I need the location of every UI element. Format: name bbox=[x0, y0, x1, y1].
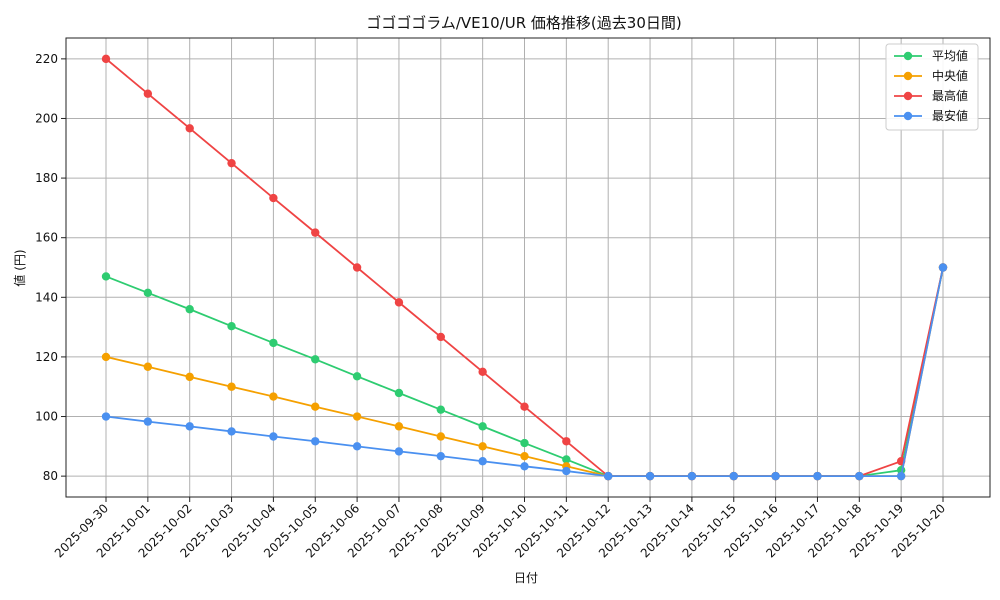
legend-box bbox=[885, 43, 979, 131]
y-tick-label: 80 bbox=[43, 469, 58, 483]
data-point bbox=[436, 432, 445, 441]
y-tick-label: 160 bbox=[35, 231, 58, 245]
y-tick-label: 120 bbox=[35, 350, 58, 364]
legend-label: 平均値 bbox=[932, 48, 968, 63]
plot-frame bbox=[65, 37, 991, 498]
data-point bbox=[729, 471, 738, 481]
data-point bbox=[101, 272, 111, 281]
data-point bbox=[311, 402, 320, 411]
y-tick-label: 220 bbox=[35, 52, 58, 66]
data-point bbox=[352, 372, 362, 381]
x-axis: 2025-09-302025-10-012025-10-022025-10-03… bbox=[52, 497, 948, 560]
y-tick-label: 180 bbox=[35, 171, 58, 185]
legend-marker bbox=[903, 51, 913, 61]
data-point bbox=[269, 432, 278, 441]
legend-marker bbox=[903, 91, 913, 101]
data-point bbox=[143, 362, 153, 371]
data-point bbox=[269, 338, 278, 348]
data-point bbox=[394, 447, 404, 456]
data-point bbox=[436, 451, 445, 461]
y-tick-label: 100 bbox=[35, 410, 58, 424]
data-point bbox=[101, 412, 111, 421]
data-point bbox=[645, 471, 655, 481]
legend-label: 最高値 bbox=[932, 88, 968, 103]
data-point bbox=[185, 372, 194, 382]
data-point bbox=[478, 422, 487, 431]
data-point bbox=[520, 438, 529, 448]
legend-marker bbox=[903, 111, 913, 121]
data-point bbox=[311, 437, 320, 446]
data-point bbox=[562, 466, 571, 476]
data-point bbox=[311, 228, 320, 237]
legend-marker bbox=[903, 71, 913, 81]
data-point bbox=[813, 471, 822, 481]
data-point bbox=[352, 442, 362, 451]
data-point bbox=[478, 367, 487, 377]
data-point bbox=[311, 355, 320, 364]
data-point bbox=[269, 193, 278, 203]
chart-title: ゴゴゴゴラム/VE10/UR 価格推移(過去30日間) bbox=[366, 14, 681, 32]
legend-label: 最安値 bbox=[932, 108, 968, 123]
y-tick-label: 200 bbox=[35, 111, 58, 125]
data-point bbox=[143, 89, 153, 98]
data-point bbox=[185, 305, 194, 314]
data-point bbox=[687, 471, 697, 481]
data-point bbox=[101, 352, 111, 362]
data-point bbox=[478, 457, 487, 466]
data-point bbox=[269, 392, 278, 401]
data-point bbox=[520, 402, 529, 411]
data-point bbox=[604, 471, 613, 481]
data-point bbox=[436, 405, 445, 414]
data-point bbox=[185, 422, 194, 431]
data-point bbox=[855, 471, 864, 481]
data-point bbox=[227, 427, 236, 436]
series-layer bbox=[101, 54, 948, 481]
data-point bbox=[896, 471, 906, 481]
data-point bbox=[394, 298, 404, 307]
data-point bbox=[478, 442, 487, 451]
data-point bbox=[436, 332, 445, 342]
data-point bbox=[143, 417, 153, 426]
data-point bbox=[562, 437, 571, 446]
data-point bbox=[227, 158, 236, 168]
data-point bbox=[938, 263, 948, 272]
data-point bbox=[352, 412, 362, 421]
series-3 bbox=[101, 263, 948, 481]
grid bbox=[66, 38, 990, 497]
data-point bbox=[520, 451, 529, 461]
data-point bbox=[227, 382, 236, 391]
data-point bbox=[143, 288, 153, 298]
y-tick-label: 140 bbox=[35, 290, 58, 304]
data-point bbox=[394, 388, 404, 398]
data-point bbox=[185, 124, 194, 133]
data-point bbox=[101, 54, 111, 64]
data-point bbox=[227, 322, 236, 331]
data-point bbox=[771, 471, 780, 481]
data-point bbox=[520, 462, 529, 471]
x-axis-label: 日付 bbox=[514, 571, 538, 585]
y-axis: 80 100 120 140 160 180 200 220 bbox=[35, 52, 66, 483]
legend-label: 中央値 bbox=[932, 68, 968, 83]
y-axis-label: 値 (円) bbox=[12, 249, 27, 286]
data-point bbox=[562, 455, 571, 464]
data-point bbox=[352, 263, 362, 272]
data-point bbox=[394, 422, 404, 431]
